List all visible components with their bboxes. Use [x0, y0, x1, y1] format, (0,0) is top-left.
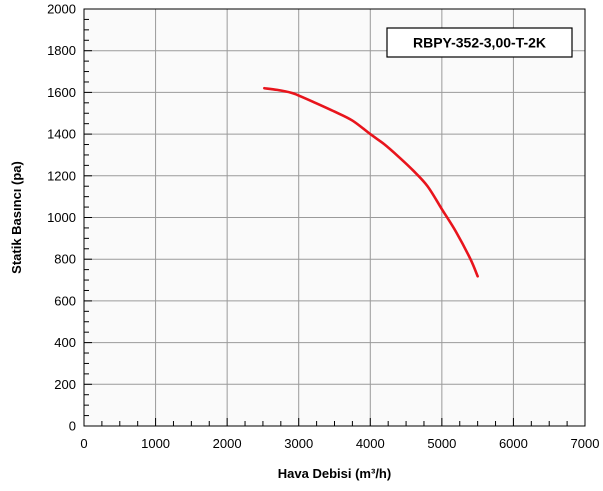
y-tick-label: 1600: [47, 85, 76, 100]
y-tick-label: 1800: [47, 43, 76, 58]
x-tick-label: 0: [80, 436, 87, 451]
x-tick-label: 2000: [213, 436, 242, 451]
y-tick-label: 2000: [47, 2, 76, 17]
x-tick-label: 7000: [571, 436, 600, 451]
x-tick-labels: 0 1000 2000 3000 4000 5000 6000 7000: [80, 436, 599, 451]
chart-title: RBPY-352-3,00-T-2K: [413, 35, 546, 51]
x-axis-title: Hava Debisi (m³/h): [278, 466, 391, 481]
x-tick-label: 3000: [284, 436, 313, 451]
y-tick-label: 400: [54, 335, 76, 350]
title-box: RBPY-352-3,00-T-2K: [386, 27, 573, 58]
x-tick-label: 5000: [427, 436, 456, 451]
y-tick-label: 600: [54, 293, 76, 308]
y-tick-label: 1200: [47, 168, 76, 183]
y-tick-labels: 0 200 400 600 800 1000 1200 1400 1600 1800 2000: [47, 2, 76, 434]
y-tick-label: 1000: [47, 210, 76, 225]
x-tick-label: 6000: [499, 436, 528, 451]
y-tick-label: 1400: [47, 127, 76, 142]
series-line: [263, 86, 479, 278]
series-layer: [263, 86, 479, 278]
title-box-frame: [386, 27, 573, 58]
plot-frame: [83, 8, 586, 427]
y-tick-label: 800: [54, 252, 76, 267]
y-tick-label: 200: [54, 377, 76, 392]
x-tick-label: 4000: [356, 436, 385, 451]
y-axis-title: Statik Basıncı (pa): [9, 161, 24, 274]
x-tick-label: 1000: [141, 436, 170, 451]
grid: [84, 9, 585, 426]
y-tick-label: 0: [69, 419, 76, 434]
